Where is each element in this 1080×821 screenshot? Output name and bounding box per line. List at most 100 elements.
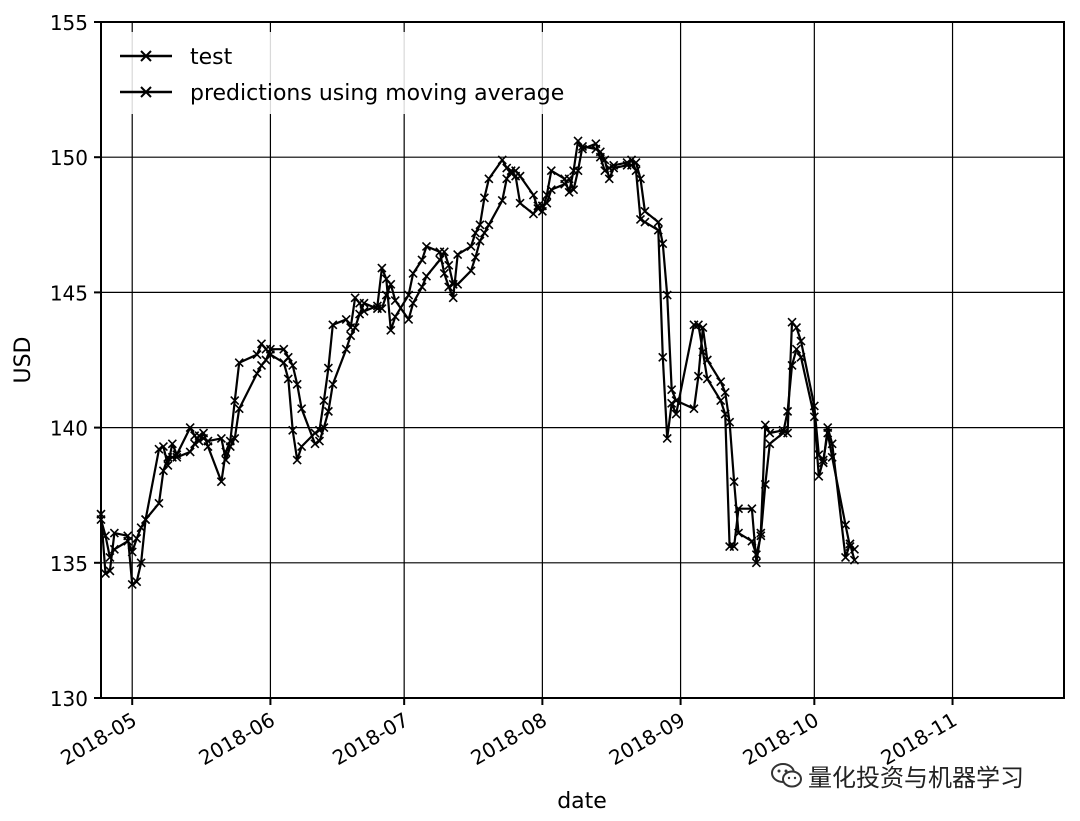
y-tick-label: 140 bbox=[50, 417, 88, 441]
data-point bbox=[185, 447, 195, 457]
data-point bbox=[814, 471, 824, 481]
data-point bbox=[716, 377, 726, 387]
data-point bbox=[698, 322, 708, 333]
data-point bbox=[194, 431, 204, 441]
data-point bbox=[408, 268, 418, 279]
data-point bbox=[626, 160, 637, 170]
data-point bbox=[297, 441, 307, 452]
data-point bbox=[283, 352, 293, 362]
data-point bbox=[840, 552, 851, 562]
data-point bbox=[796, 336, 806, 346]
data-point bbox=[760, 479, 770, 489]
data-point bbox=[279, 344, 289, 354]
data-point bbox=[546, 185, 556, 195]
data-point bbox=[141, 514, 151, 525]
data-point bbox=[702, 355, 712, 365]
legend-marker-predictions bbox=[140, 86, 152, 98]
y-tick-label: 155 bbox=[50, 11, 88, 35]
data-point bbox=[408, 298, 418, 308]
data-point bbox=[328, 320, 338, 330]
grid-lines bbox=[101, 22, 1064, 698]
data-point bbox=[573, 166, 583, 176]
data-point bbox=[154, 498, 164, 508]
data-point bbox=[827, 452, 837, 462]
data-point bbox=[355, 309, 365, 319]
data-point bbox=[751, 558, 761, 568]
data-point bbox=[390, 295, 400, 306]
data-point bbox=[417, 255, 427, 265]
data-point bbox=[716, 395, 726, 406]
data-point bbox=[230, 433, 240, 443]
data-point bbox=[203, 436, 213, 446]
data-point bbox=[190, 439, 200, 449]
data-point bbox=[791, 322, 802, 333]
data-point bbox=[435, 255, 445, 265]
watermark-text: 量化投资与机器学习 bbox=[808, 764, 1024, 792]
data-point bbox=[319, 395, 329, 406]
data-point bbox=[252, 350, 262, 360]
data-point bbox=[720, 387, 730, 398]
data-point bbox=[100, 531, 111, 541]
data-point bbox=[849, 555, 860, 565]
data-point bbox=[667, 398, 677, 408]
data-point bbox=[765, 428, 775, 438]
data-point bbox=[386, 325, 396, 335]
data-point bbox=[662, 433, 672, 443]
data-point bbox=[417, 282, 427, 292]
data-point bbox=[453, 249, 463, 260]
data-point bbox=[136, 558, 146, 568]
data-point bbox=[475, 220, 485, 230]
data-point bbox=[346, 331, 356, 341]
data-point bbox=[765, 439, 775, 449]
data-point bbox=[569, 185, 579, 195]
data-point bbox=[515, 198, 525, 208]
data-point bbox=[390, 312, 400, 322]
y-tick-label: 130 bbox=[50, 687, 88, 711]
data-point bbox=[377, 304, 387, 314]
data-point bbox=[404, 314, 414, 325]
data-point bbox=[640, 217, 650, 227]
data-point bbox=[127, 547, 137, 557]
data-point bbox=[439, 247, 449, 257]
data-point bbox=[577, 141, 588, 151]
data-point bbox=[662, 290, 672, 300]
data-point bbox=[702, 374, 712, 384]
data-point bbox=[323, 406, 333, 416]
data-point bbox=[609, 163, 619, 173]
data-point bbox=[658, 239, 668, 249]
data-point bbox=[751, 550, 761, 560]
data-point bbox=[725, 417, 735, 427]
data-point bbox=[105, 566, 115, 576]
data-point bbox=[528, 190, 539, 200]
data-point bbox=[818, 455, 828, 465]
data-point bbox=[729, 477, 739, 487]
data-point bbox=[216, 433, 226, 443]
data-point bbox=[747, 536, 757, 546]
data-point bbox=[783, 406, 793, 416]
data-point bbox=[404, 290, 414, 300]
data-point bbox=[359, 298, 369, 308]
legend-marker-test bbox=[140, 50, 152, 62]
data-point bbox=[448, 293, 458, 303]
data-point bbox=[216, 477, 226, 487]
data-point bbox=[466, 241, 476, 251]
data-point bbox=[350, 322, 360, 333]
data-point bbox=[283, 374, 293, 384]
data-point bbox=[132, 533, 142, 544]
data-point bbox=[693, 320, 703, 330]
data-point bbox=[533, 204, 543, 214]
data-point bbox=[470, 228, 481, 238]
data-point bbox=[158, 466, 168, 476]
legend-label-test: test bbox=[190, 45, 233, 70]
series-1 bbox=[96, 141, 860, 562]
data-point bbox=[595, 147, 605, 157]
series-lines bbox=[96, 136, 860, 589]
data-point bbox=[631, 158, 641, 168]
data-point bbox=[635, 214, 646, 224]
data-point bbox=[604, 174, 614, 184]
data-point bbox=[319, 423, 329, 433]
data-point bbox=[537, 201, 547, 211]
y-tick-label: 150 bbox=[50, 146, 88, 170]
